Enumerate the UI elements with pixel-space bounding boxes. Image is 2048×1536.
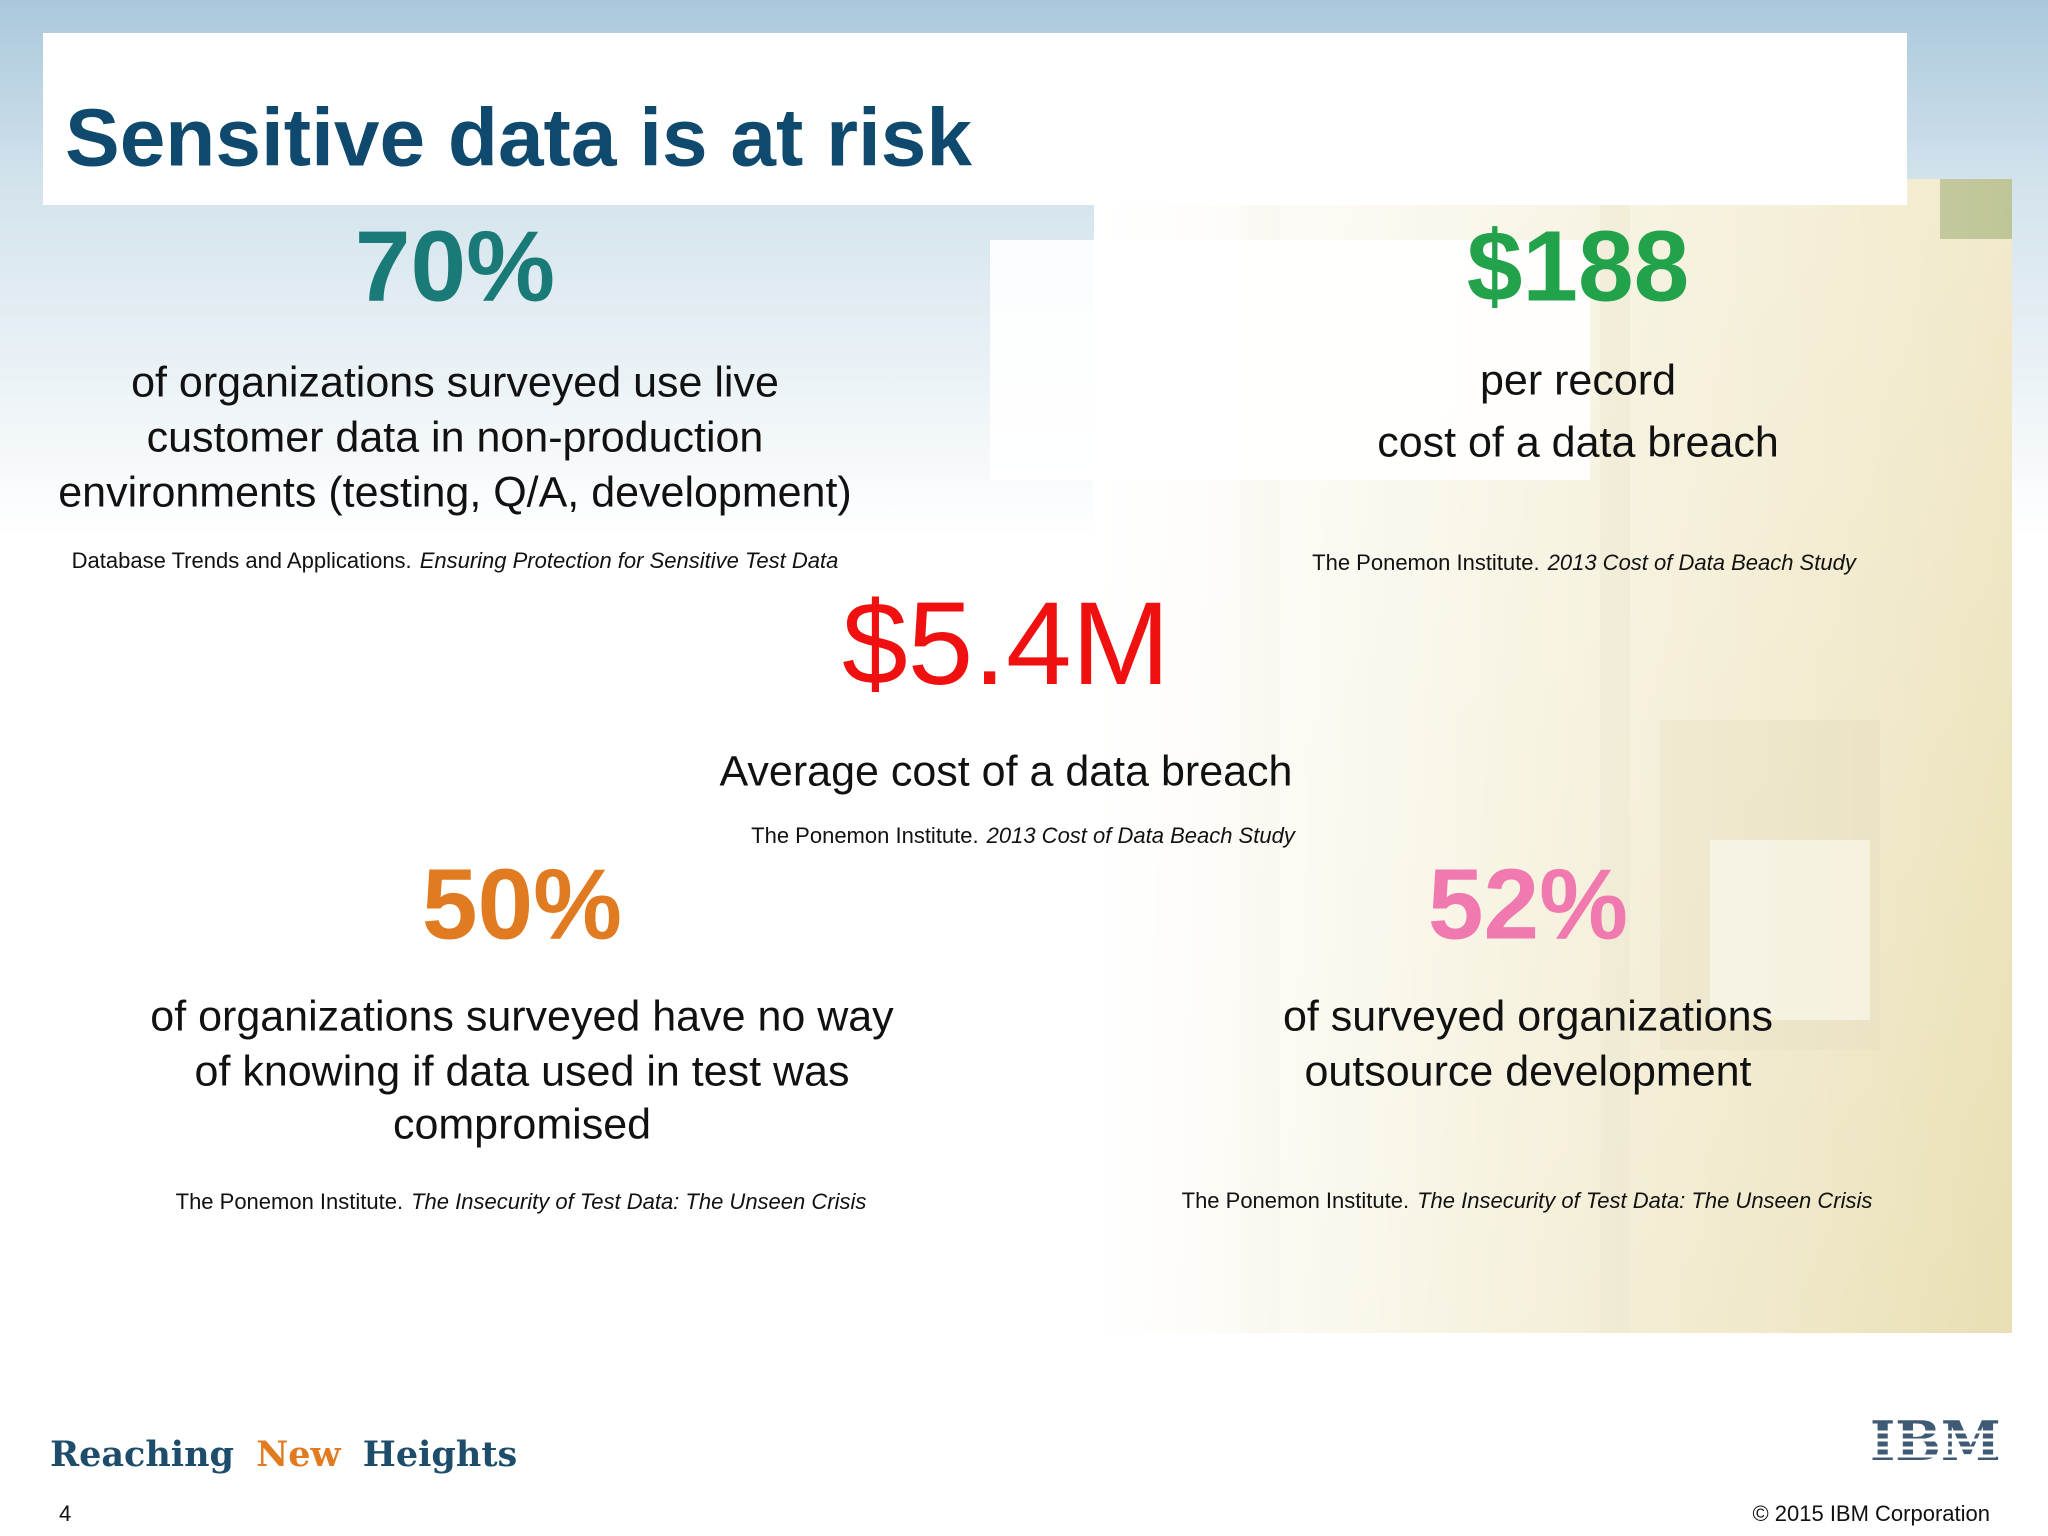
stat-source: The Ponemon Institute. The Insecurity of … xyxy=(176,1189,867,1214)
stat-description: environments (testing, Q/A, development) xyxy=(58,468,851,516)
source-publisher: The Ponemon Institute. xyxy=(1312,550,1539,575)
stat-description: Average cost of a data breach xyxy=(720,747,1293,795)
copyright: © 2015 IBM Corporation xyxy=(1752,1501,1990,1526)
stat-figure: 52% xyxy=(1428,848,1628,960)
tagline: Reaching New Heights xyxy=(50,1434,517,1475)
tagline-word: Reaching xyxy=(50,1434,234,1475)
title: Sensitive data is at risk xyxy=(65,93,972,184)
stat-description: of surveyed organizations xyxy=(1283,992,1773,1040)
source-title: 2013 Cost of Data Beach Study xyxy=(986,823,1297,848)
stat-description: of knowing if data used in test was xyxy=(195,1047,850,1095)
stat-figure: 50% xyxy=(422,848,622,960)
source-publisher: Database Trends and Applications. xyxy=(72,548,412,573)
logo-stripes xyxy=(1866,1430,1996,1458)
title-box xyxy=(43,33,1907,205)
source-title: 2013 Cost of Data Beach Study xyxy=(1547,550,1858,575)
footer: Reaching New Heights IBM 4 © 2015 IBM Co… xyxy=(50,1409,2001,1526)
panel xyxy=(990,240,1590,480)
source-title: The Insecurity of Test Data: The Unseen … xyxy=(1417,1188,1872,1213)
source-publisher: The Ponemon Institute. xyxy=(751,823,978,848)
stat-description: per record xyxy=(1480,356,1676,404)
stat-description: of organizations surveyed have no way xyxy=(150,992,894,1040)
tagline-word: New xyxy=(256,1434,341,1475)
stat-description: customer data in non-production xyxy=(147,413,764,461)
stat-description: outsource development xyxy=(1304,1047,1751,1095)
source-title: Ensuring Protection for Sensitive Test D… xyxy=(420,548,839,573)
stat-description: compromised xyxy=(393,1100,651,1148)
stat-source: The Ponemon Institute. The Insecurity of … xyxy=(1182,1188,1873,1213)
stat-description: cost of a data breach xyxy=(1377,418,1779,466)
stats: 70% of organizations surveyed use live cus… xyxy=(58,210,1872,1213)
source-publisher: The Ponemon Institute. xyxy=(176,1189,403,1214)
stat-figure: 70% xyxy=(355,210,555,322)
stat-source: The Ponemon Institute. 2013 Cost of Data … xyxy=(1312,550,1858,575)
tagline-word: Heights xyxy=(363,1434,517,1475)
stat-source: The Ponemon Institute. 2013 Cost of Data … xyxy=(751,823,1297,848)
stat-source: Database Trends and Applications. Ensurin… xyxy=(72,548,839,573)
source-title: The Insecurity of Test Data: The Unseen … xyxy=(411,1189,866,1214)
stat-description: of organizations surveyed use live xyxy=(131,358,779,406)
page-number: 4 xyxy=(59,1501,71,1526)
stat-figure: $188 xyxy=(1467,210,1689,322)
stat-figure: $5.4M xyxy=(842,578,1170,710)
background-photo xyxy=(1094,179,2012,1333)
source-publisher: The Ponemon Institute. xyxy=(1182,1188,1409,1213)
